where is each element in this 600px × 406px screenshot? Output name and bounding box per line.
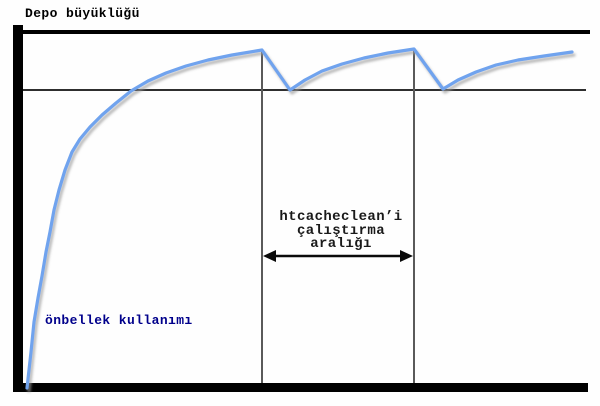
interval-arrow-head-left-icon	[263, 250, 276, 262]
y-axis	[13, 25, 23, 392]
interval-annotation-line: çalıştırma	[296, 222, 385, 239]
interval-annotation-line: htcacheclean’i	[279, 209, 403, 225]
cache-limit-threshold-line	[23, 89, 586, 91]
interval-arrow-head-right-icon	[400, 250, 413, 262]
cache-usage-curve	[25, 47, 574, 390]
storage-size-cap-line	[23, 30, 590, 34]
cache-usage-curve-label: önbellek kullanımı	[45, 313, 193, 328]
cleanup-run-guide-line	[261, 50, 263, 383]
cleanup-run-guide-line	[413, 48, 415, 383]
interval-annotation-line: aralığı	[310, 236, 372, 252]
interval-annotation: htcacheclean’i çalıştırma aralığı	[258, 209, 424, 252]
x-axis	[13, 383, 588, 392]
chart-title: Depo büyüklüğü	[25, 6, 140, 21]
